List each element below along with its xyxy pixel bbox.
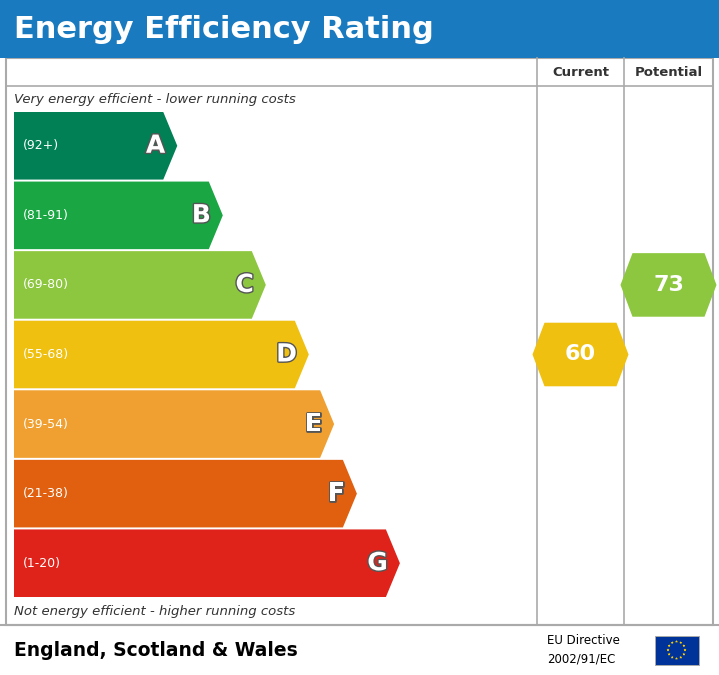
Text: England, Scotland & Wales: England, Scotland & Wales bbox=[14, 641, 298, 659]
Polygon shape bbox=[684, 649, 687, 651]
Text: 73: 73 bbox=[653, 275, 684, 295]
Text: (1-20): (1-20) bbox=[23, 557, 61, 570]
Text: E: E bbox=[305, 412, 322, 436]
Text: Not energy efficient - higher running costs: Not energy efficient - higher running co… bbox=[14, 605, 296, 618]
Polygon shape bbox=[682, 644, 685, 647]
Polygon shape bbox=[14, 529, 400, 597]
Text: (92+): (92+) bbox=[23, 139, 59, 153]
Bar bbox=[654, 635, 698, 664]
Polygon shape bbox=[671, 641, 674, 644]
Text: Current: Current bbox=[552, 65, 609, 78]
Text: (55-68): (55-68) bbox=[23, 348, 69, 361]
Polygon shape bbox=[14, 182, 223, 249]
Polygon shape bbox=[14, 112, 178, 180]
Text: Energy Efficiency Rating: Energy Efficiency Rating bbox=[14, 14, 434, 43]
Polygon shape bbox=[679, 641, 682, 644]
Text: EU Directive
2002/91/EC: EU Directive 2002/91/EC bbox=[547, 634, 620, 666]
Bar bbox=[6, 58, 713, 625]
Text: F: F bbox=[328, 482, 345, 506]
Polygon shape bbox=[675, 657, 678, 659]
Text: Very energy efficient - lower running costs: Very energy efficient - lower running co… bbox=[14, 92, 296, 105]
Text: (21-38): (21-38) bbox=[23, 487, 69, 500]
Text: (69-80): (69-80) bbox=[23, 278, 69, 292]
Polygon shape bbox=[667, 649, 669, 651]
Text: B: B bbox=[192, 203, 211, 227]
Text: D: D bbox=[276, 342, 297, 367]
Text: A: A bbox=[146, 134, 165, 158]
Text: (81-91): (81-91) bbox=[23, 209, 69, 222]
Polygon shape bbox=[675, 640, 678, 643]
Polygon shape bbox=[14, 460, 357, 527]
Polygon shape bbox=[14, 390, 334, 458]
Polygon shape bbox=[14, 321, 309, 388]
Polygon shape bbox=[682, 653, 685, 655]
Polygon shape bbox=[668, 644, 671, 647]
Polygon shape bbox=[620, 253, 717, 317]
Text: Potential: Potential bbox=[634, 65, 702, 78]
Polygon shape bbox=[533, 323, 628, 386]
Text: (39-54): (39-54) bbox=[23, 418, 69, 431]
Bar bbox=[0, 0, 719, 58]
Polygon shape bbox=[671, 655, 674, 659]
Polygon shape bbox=[14, 251, 266, 319]
Polygon shape bbox=[668, 653, 671, 655]
Text: 60: 60 bbox=[565, 344, 596, 364]
Polygon shape bbox=[679, 655, 682, 659]
Text: G: G bbox=[367, 551, 388, 575]
Text: C: C bbox=[235, 273, 254, 297]
